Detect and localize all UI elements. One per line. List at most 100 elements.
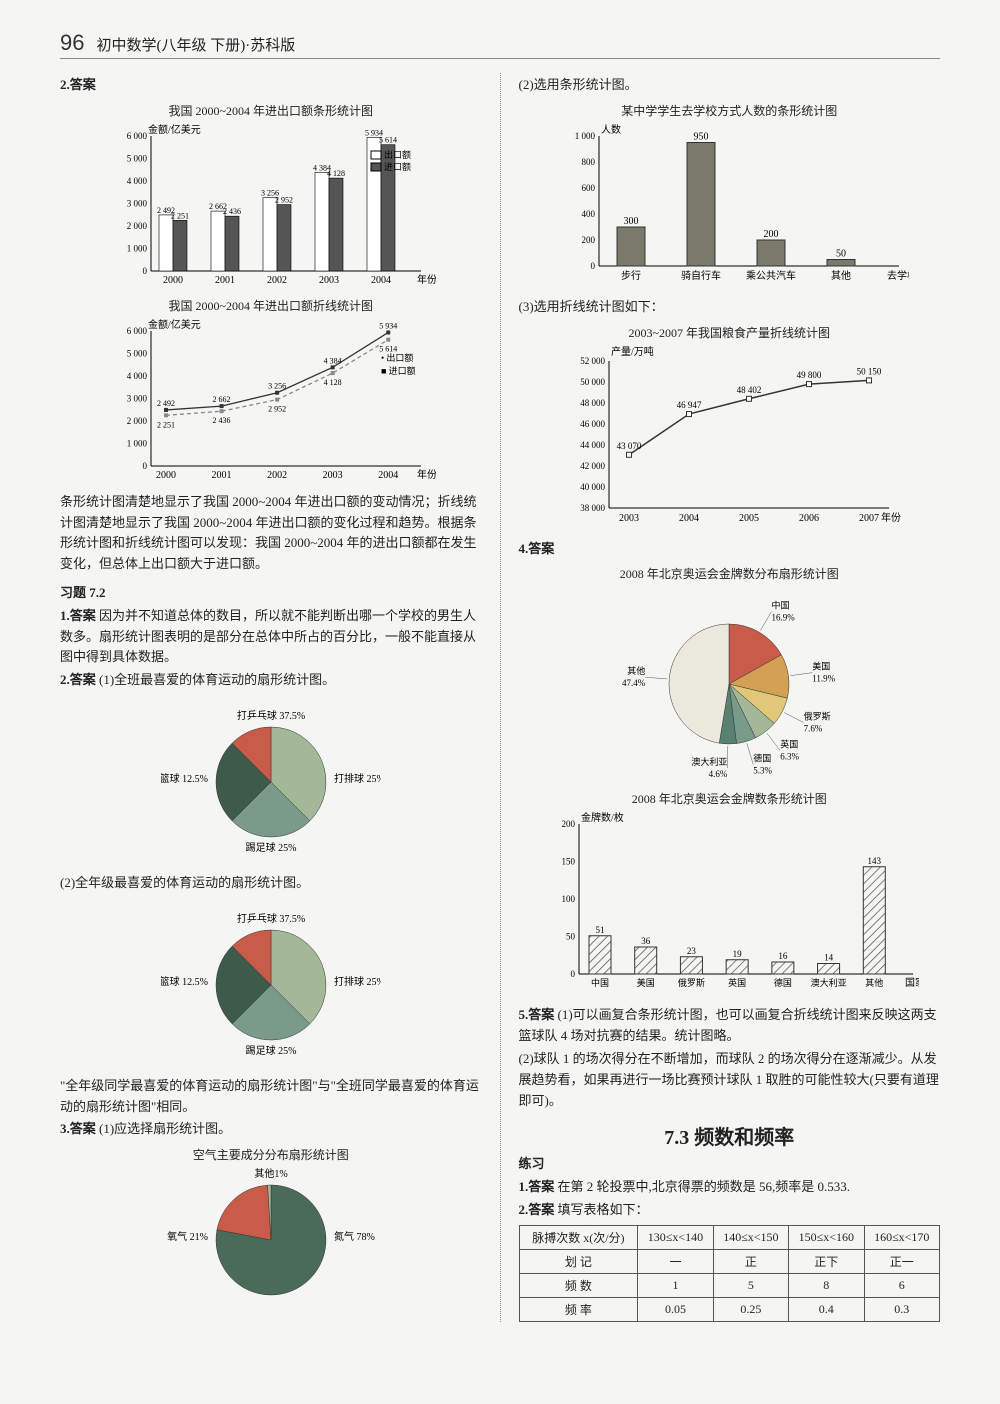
svg-text:2003: 2003	[319, 275, 339, 286]
subsection: 练习	[519, 1154, 941, 1175]
svg-text:5 000: 5 000	[127, 153, 148, 163]
pie-chart: 打乒乓球 37.5%打排球 25%踢足球 25%打篮球 12.5%	[161, 697, 381, 867]
svg-text:16: 16	[779, 951, 789, 961]
svg-text:16.9%: 16.9%	[772, 613, 796, 623]
svg-text:国家: 国家	[905, 976, 919, 989]
section-heading: 习题 7.2	[60, 583, 482, 604]
svg-text:5 614: 5 614	[379, 135, 397, 144]
svg-text:2 662: 2 662	[212, 395, 230, 404]
svg-text:44 000: 44 000	[581, 440, 606, 450]
body-text: 填写表格如下：	[558, 1202, 649, 1217]
svg-text:产量/万吨: 产量/万吨	[611, 345, 654, 358]
svg-text:2002: 2002	[267, 470, 287, 481]
svg-text:1 000: 1 000	[575, 131, 596, 141]
svg-text:俄罗斯: 俄罗斯	[804, 711, 831, 722]
svg-text:1 000: 1 000	[127, 243, 148, 253]
answer-label: 5.答案	[519, 1007, 555, 1022]
svg-text:2001: 2001	[211, 470, 231, 481]
svg-text:英国: 英国	[728, 977, 746, 988]
svg-text:4 128: 4 128	[323, 378, 341, 387]
svg-text:2000: 2000	[163, 275, 183, 286]
svg-text:200: 200	[582, 235, 596, 245]
body-text: (2)球队 1 的场次得分在不断增加，而球队 2 的场次得分在逐渐减少。从发展趋…	[519, 1049, 941, 1111]
svg-text:42 000: 42 000	[581, 461, 606, 471]
svg-text:48 000: 48 000	[581, 398, 606, 408]
svg-text:5.3%: 5.3%	[753, 766, 772, 776]
body-text: "全年级同学最喜爱的体育运动的扇形统计图"与"全班同学最喜爱的体育运动的扇形统计…	[60, 1076, 482, 1118]
svg-text:■ 进口额: ■ 进口额	[381, 365, 416, 376]
svg-text:50: 50	[836, 248, 846, 259]
svg-text:2005: 2005	[739, 513, 759, 524]
svg-text:澳大利亚: 澳大利亚	[692, 756, 728, 767]
svg-text:金牌数/枚: 金牌数/枚	[581, 811, 624, 824]
body-text: (2)选用条形统计图。	[519, 75, 941, 96]
svg-text:600: 600	[582, 183, 596, 193]
svg-text:2 952: 2 952	[268, 404, 286, 413]
svg-text:2 436: 2 436	[223, 207, 241, 216]
answer-label: 2.答案	[519, 1202, 555, 1217]
svg-text:950: 950	[694, 131, 709, 142]
svg-text:2007: 2007	[859, 513, 879, 524]
svg-text:2 000: 2 000	[127, 221, 148, 231]
page-title: 初中数学(八年级 下册)·苏科版	[96, 34, 295, 55]
svg-text:19: 19	[733, 949, 743, 959]
svg-text:金额/亿美元: 金额/亿美元	[148, 123, 201, 136]
svg-text:49 800: 49 800	[797, 370, 822, 380]
svg-text:150: 150	[562, 857, 576, 867]
chart-title: 某中学学生去学校方式人数的条形统计图	[519, 102, 941, 119]
svg-text:0: 0	[591, 261, 596, 271]
answer-label: 4.答案	[519, 541, 555, 556]
svg-text:7.6%: 7.6%	[804, 724, 823, 734]
svg-text:4 128: 4 128	[327, 169, 345, 178]
svg-text:出口额: 出口额	[384, 149, 411, 160]
svg-text:4 000: 4 000	[127, 176, 148, 186]
svg-text:4.6%: 4.6%	[709, 769, 728, 779]
svg-text:6 000: 6 000	[127, 131, 148, 141]
svg-text:其他: 其他	[628, 666, 646, 677]
svg-text:300: 300	[624, 216, 639, 227]
chart-title: 我国 2000~2004 年进出口额条形统计图	[60, 102, 482, 119]
svg-text:打乒乓球 37.5%: 打乒乓球 37.5%	[237, 709, 305, 722]
answer-label: 1.答案	[519, 1179, 555, 1194]
svg-text:46 947: 46 947	[677, 400, 702, 410]
svg-text:美国: 美国	[812, 661, 830, 672]
svg-text:2004: 2004	[679, 513, 699, 524]
svg-text:氧气 21%: 氧气 21%	[167, 1230, 208, 1243]
pie-chart: 氮气 78%氧气 21%其他1%	[161, 1165, 381, 1315]
svg-text:2003: 2003	[322, 470, 342, 481]
svg-text:0: 0	[571, 969, 576, 979]
bar-chart: 金牌数/枚05010015020051中国36美国23俄罗斯19英国16德国14…	[539, 809, 919, 999]
chart-title: 我国 2000~2004 年进出口额折线统计图	[60, 297, 482, 314]
page-number: 96	[60, 30, 84, 56]
svg-text:美国: 美国	[637, 977, 655, 988]
pie-chart: 中国 16.9% 美国 11.9% 俄罗斯 7.6% 英国 6.3% 德国 5.3% 澳大利亚 4.6…	[549, 584, 909, 784]
svg-text:其他: 其他	[831, 269, 851, 282]
svg-text:11.9%: 11.9%	[812, 674, 835, 684]
svg-text:2003: 2003	[619, 513, 639, 524]
svg-text:3 000: 3 000	[127, 198, 148, 208]
svg-text:36: 36	[641, 936, 651, 946]
svg-text:德国: 德国	[753, 753, 771, 764]
svg-text:乘公共汽车: 乘公共汽车	[746, 269, 796, 282]
bar-chart: 人数02004006008001 000300步行950骑自行车200乘公共汽车…	[549, 121, 909, 291]
svg-text:打篮球 12.5%: 打篮球 12.5%	[161, 772, 208, 785]
svg-text:4 384: 4 384	[323, 356, 341, 365]
svg-text:0: 0	[142, 266, 147, 276]
svg-text:3 256: 3 256	[268, 382, 286, 391]
svg-text:48 402: 48 402	[737, 384, 762, 394]
answer-label: 1.答案	[60, 608, 96, 623]
svg-text:英国: 英国	[781, 739, 799, 750]
section-title: 7.3 频数和频率	[519, 1121, 941, 1150]
svg-text:5 934: 5 934	[379, 321, 397, 330]
svg-text:中国: 中国	[772, 600, 790, 611]
svg-text:2006: 2006	[799, 513, 819, 524]
svg-text:200: 200	[764, 229, 779, 240]
svg-text:14: 14	[824, 953, 834, 963]
svg-text:6.3%: 6.3%	[781, 752, 800, 762]
bar-chart: 金额/亿美元 0 1 000 2 000 3 000 4 000 5 000 6 000 2 4…	[106, 121, 436, 291]
svg-text:年份: 年份	[881, 511, 901, 524]
svg-text:1 000: 1 000	[127, 438, 148, 448]
svg-text:打排球 25%: 打排球 25%	[334, 975, 381, 988]
answer-label: 2.答案	[60, 672, 96, 687]
svg-text:澳大利亚: 澳大利亚	[811, 977, 847, 988]
